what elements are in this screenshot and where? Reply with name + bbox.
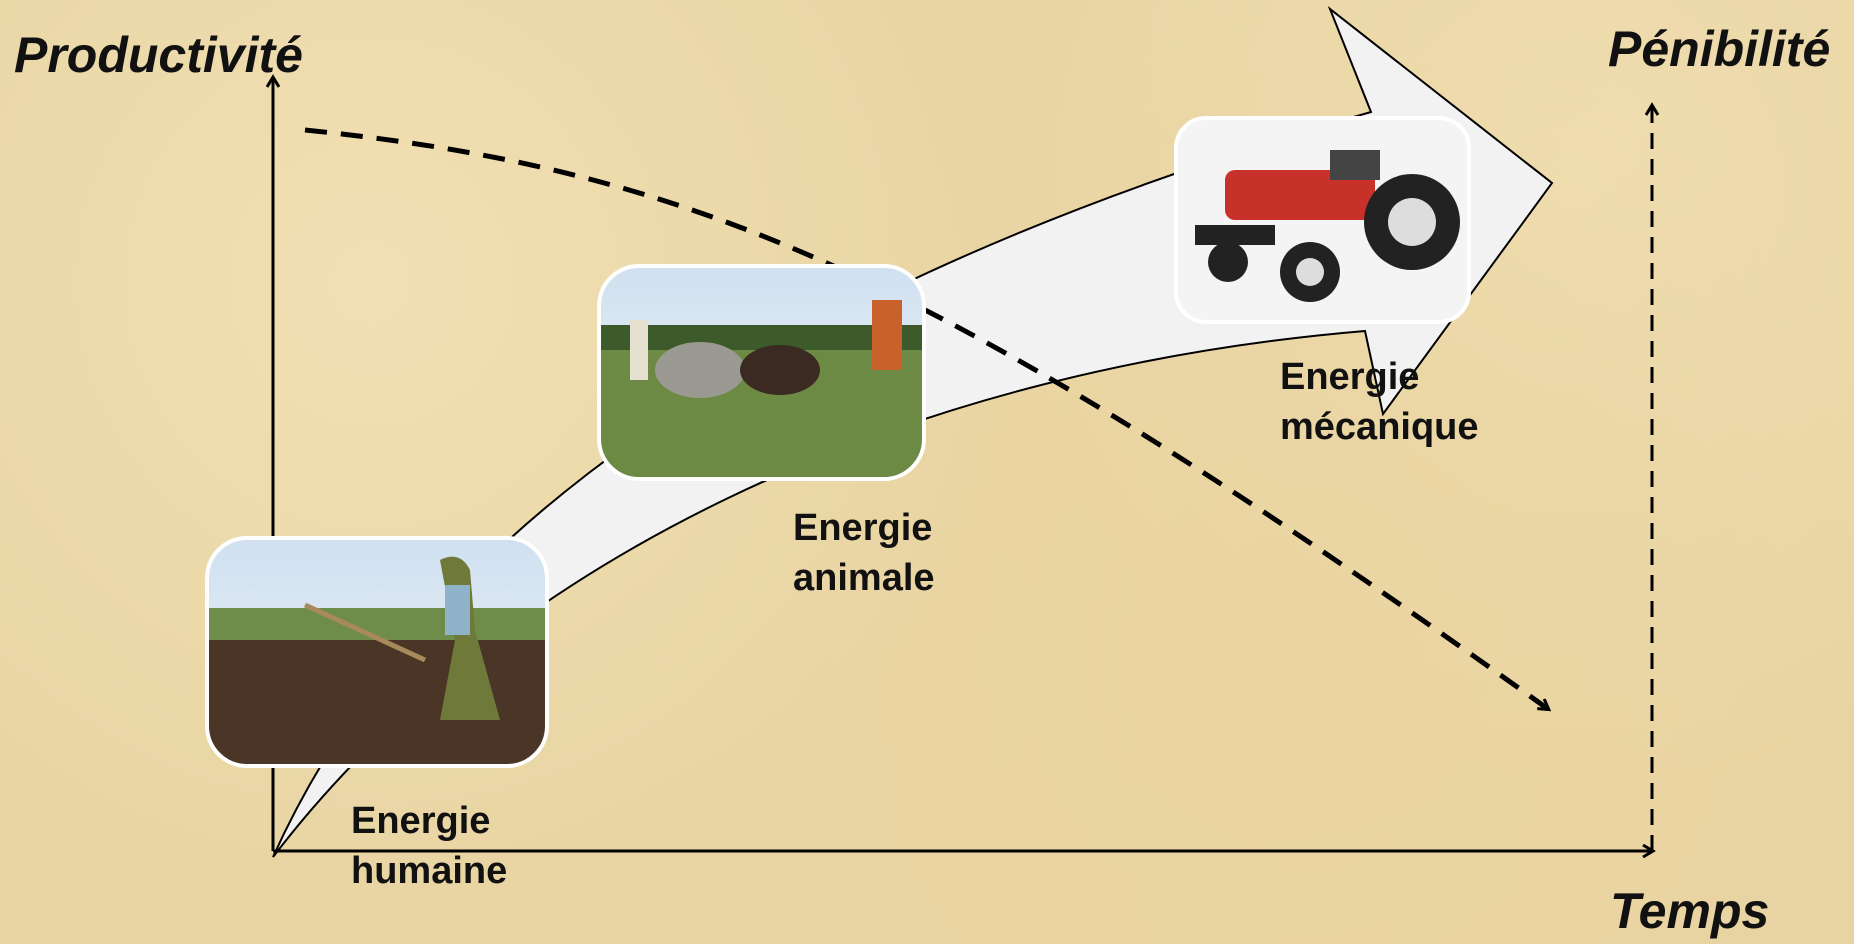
stage-label: Energie mécanique (1280, 352, 1510, 452)
photo-human (207, 538, 547, 766)
photo-tractor (1176, 118, 1469, 322)
diagram (0, 0, 1854, 944)
axis-bottom-label: Temps (1610, 882, 1769, 940)
photo-animal (599, 266, 924, 479)
axis-left-label: Productivité (14, 26, 303, 84)
stage-label: Energie humaine (351, 796, 551, 896)
stage-label: Energie animale (793, 503, 983, 603)
axis-right-label: Pénibilité (1608, 20, 1830, 78)
slide: Productivité Pénibilité Temps Energie hu… (0, 0, 1854, 944)
